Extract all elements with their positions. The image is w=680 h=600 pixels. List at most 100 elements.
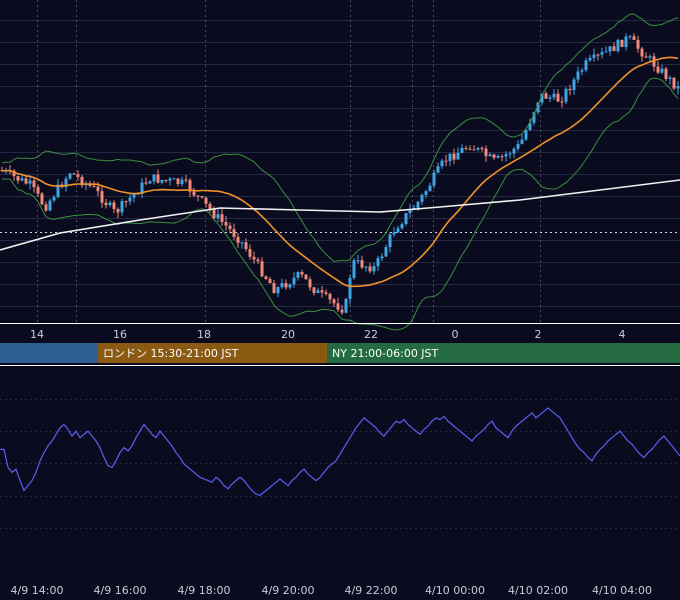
candle-body <box>312 287 316 294</box>
candle-body <box>196 195 200 197</box>
candle-body <box>272 283 276 294</box>
candle-body <box>80 176 84 186</box>
candle-body <box>288 284 292 288</box>
candle-body <box>188 180 192 192</box>
candle-body <box>556 93 560 102</box>
candle-body <box>416 201 420 208</box>
candle-body <box>468 148 472 150</box>
candle-body <box>256 259 260 262</box>
candle-body <box>344 299 348 313</box>
candle-body <box>472 149 476 151</box>
candle-body <box>484 148 488 157</box>
candle-body <box>428 185 432 192</box>
candle-body <box>620 39 624 47</box>
candle-body <box>464 147 468 149</box>
candle-body <box>316 290 320 294</box>
oscillator-line <box>0 407 680 497</box>
candle-body <box>112 202 116 210</box>
candle-body <box>276 287 280 294</box>
candle-body <box>380 256 384 259</box>
candle-body <box>156 174 160 183</box>
candle-body <box>12 170 16 177</box>
candle-body <box>392 232 396 235</box>
oscillator-x-axis: 4/9 14:00 4/9 16:00 4/9 18:00 4/9 20:00 4/9 … <box>11 584 652 597</box>
candle-body <box>224 221 228 226</box>
candle-body <box>232 229 236 237</box>
candle-body <box>228 225 232 230</box>
candle-body <box>48 200 52 211</box>
candle-body <box>668 77 672 79</box>
candle-body <box>260 261 264 277</box>
candle-body <box>148 181 152 184</box>
candle-body <box>184 179 188 181</box>
candle-body <box>364 266 368 268</box>
candle-body <box>492 154 496 158</box>
candle-body <box>336 303 340 310</box>
candle-body <box>268 278 272 284</box>
candle-body <box>604 51 608 53</box>
candle-body <box>92 185 96 187</box>
candle-body <box>104 202 108 206</box>
candle-body <box>632 36 636 40</box>
candle-body <box>372 266 376 272</box>
candle-body <box>424 191 428 195</box>
session-block <box>327 343 680 363</box>
candle-body <box>328 293 332 300</box>
candle-body <box>580 70 584 72</box>
candle-body <box>560 101 564 103</box>
candle-body <box>200 196 204 198</box>
candle-body <box>408 209 412 214</box>
candle-body <box>504 154 508 157</box>
oscillator-x-tick-label: 4/9 20:00 <box>262 584 315 597</box>
candle-body <box>308 279 312 288</box>
candle-body <box>160 179 164 183</box>
candle-body <box>32 180 36 188</box>
oscillator-x-tick-label: 4/9 22:00 <box>345 584 398 597</box>
price-x-tick-label: 4 <box>619 328 626 341</box>
candle-body <box>640 48 644 57</box>
candle-body <box>552 93 556 98</box>
candle-body <box>608 46 612 52</box>
session-block <box>0 343 98 363</box>
candle-body <box>476 147 480 150</box>
oscillator-x-tick-label: 4/9 18:00 <box>178 584 231 597</box>
candle-body <box>432 172 436 186</box>
candle-body <box>444 160 448 162</box>
candle-body <box>544 93 548 99</box>
candle-body <box>164 179 168 181</box>
candle-body <box>516 143 520 149</box>
candle-body <box>280 283 284 288</box>
candle-body <box>96 186 100 192</box>
grid <box>0 0 680 529</box>
candle-body <box>44 204 48 211</box>
oscillator-x-tick-label: 4/10 02:00 <box>508 584 568 597</box>
candle-body <box>244 242 248 250</box>
candle-body <box>648 56 652 58</box>
candle-body <box>388 234 392 248</box>
oscillator-x-tick-label: 4/10 04:00 <box>592 584 652 597</box>
candle-body <box>456 152 460 160</box>
candle-body <box>404 213 408 225</box>
candle-body <box>376 258 380 267</box>
candle-body <box>40 193 44 205</box>
candle-body <box>304 274 308 280</box>
candle-body <box>616 39 620 52</box>
candle-body <box>348 277 352 300</box>
oscillator-x-tick-label: 4/9 14:00 <box>11 584 64 597</box>
candle-body <box>628 36 632 38</box>
price-chart <box>0 13 680 331</box>
candle-body <box>36 187 40 194</box>
candle-body <box>248 249 252 257</box>
candle-body <box>100 191 104 203</box>
candle-body <box>252 256 256 260</box>
price-x-tick-label: 16 <box>113 328 127 341</box>
candle-body <box>660 68 664 73</box>
candle-body <box>208 203 212 210</box>
candle-body <box>396 228 400 233</box>
candle-body <box>600 52 604 55</box>
candle-body <box>452 153 456 160</box>
oscillator-x-tick-label: 4/9 16:00 <box>94 584 147 597</box>
candle-body <box>664 68 668 79</box>
candle-body <box>496 156 500 158</box>
